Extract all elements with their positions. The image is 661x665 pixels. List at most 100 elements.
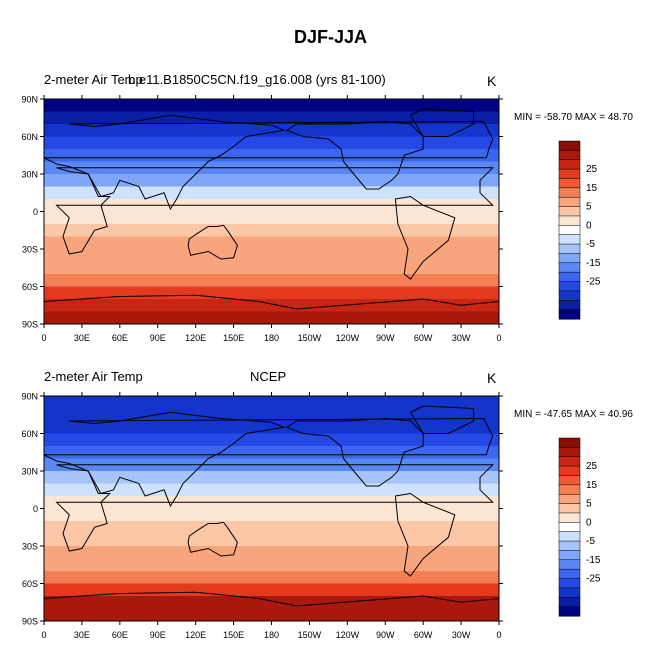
temperature-band [44,521,499,534]
min-max-label: MIN = -58.70 MAX = 48.70 [514,112,633,123]
panel-center-title: b.e11.B1850C5CN.f19_g16.008 (yrs 81-100) [128,72,386,87]
coastline [43,114,494,211]
temperature-band [44,608,499,622]
x-tick-label: 60W [414,333,433,343]
temperature-band [44,286,499,300]
x-tick-label: 180 [264,333,279,343]
colorbar-swatch [558,437,581,448]
y-tick-label: 60S [22,579,38,589]
colorbar-swatch [558,447,581,458]
temperature-band [44,249,499,262]
y-axis: 90N 60N 30N 0 30S 60S 90S [21,392,503,627]
colorbar-label: -25 [586,277,601,288]
x-tick-label: 120W [336,630,360,640]
y-tick-label: 0 [33,207,38,217]
colorbar: 25 15 5 0 -5 -15 -25 [558,140,601,320]
temperature-band [44,224,499,237]
coastline [409,405,475,434]
coastline [394,195,456,280]
colorbar-swatch [558,484,581,495]
x-tick-label: 90E [150,333,166,343]
coastline [187,521,238,557]
x-tick-label: 30E [74,630,90,640]
temperature-band [44,211,499,225]
y-axis: 90N 60N 30N 0 30S 60S 90S [21,95,503,330]
temperature-band [44,236,499,250]
colorbar-label: 5 [586,499,592,510]
x-tick-label: 30E [74,333,90,343]
y-tick-label: 0 [33,504,38,514]
y-tick-label: 90S [22,617,38,627]
panel-model: 2-meter Air Temp b.e11.B1850C5CN.f19_g16… [0,68,661,368]
temperature-band [44,124,499,137]
x-tick-label: 0 [41,333,46,343]
temperature-band [44,311,499,325]
x-tick-label: 60W [414,630,433,640]
colorbar-swatch [558,281,581,292]
y-tick-label: 90N [21,95,38,105]
x-tick-label: 120E [185,630,206,640]
colorbar-label: 0 [586,517,592,528]
colorbar-swatch [558,606,581,617]
colorbar-swatch [558,196,581,208]
coastline [285,417,424,487]
colorbar-label: 5 [586,202,592,213]
x-tick-label: 60E [112,630,128,640]
colorbar: 25 15 5 0 -5 -15 -25 [558,437,601,617]
temperature-band [44,299,499,312]
x-tick-label: 0 [496,630,501,640]
colorbar-swatch [558,225,581,236]
colorbar-label: -5 [586,239,595,250]
temperature-band [44,261,499,275]
colorbar-swatch [558,300,581,311]
colorbar-swatch [558,187,581,198]
coastline [285,120,424,190]
y-tick-label: 30N [21,467,38,477]
x-tick-label: 150W [298,333,322,343]
colorbar-swatch [558,550,581,561]
colorbar-swatch [558,559,581,570]
coastline [394,492,456,577]
temperature-band [44,508,499,522]
x-tick-label: 180 [264,630,279,640]
colorbar-swatch [558,503,581,514]
colorbar-label: -15 [586,555,601,566]
colorbar-swatch [558,253,581,264]
colorbar-swatch [558,531,581,542]
coastline [43,411,494,508]
temperature-band [44,433,499,447]
colorbar-swatch [558,587,581,598]
x-tick-label: 30W [452,630,471,640]
figure-title: DJF-JJA [293,27,368,47]
colorbar-swatch [558,271,581,283]
y-tick-label: 60S [22,282,38,292]
temperature-band [44,558,499,572]
temperature-band [44,583,499,597]
colorbar-label: 15 [586,183,598,194]
temperature-band [44,174,499,187]
panel-left-title: 2-meter Air Temp [44,72,143,87]
y-tick-label: 90S [22,320,38,330]
x-tick-label: 150E [223,630,244,640]
x-tick-label: 0 [496,333,501,343]
temperature-band [44,483,499,497]
y-tick-label: 90N [21,392,38,402]
colorbar-label: -15 [586,258,601,269]
colorbar-swatch [558,456,581,467]
colorbar-swatch [558,512,581,523]
colorbar-swatch [558,578,581,589]
temperature-band [44,546,499,559]
y-tick-label: 30S [22,542,38,552]
y-tick-label: 60N [21,429,38,439]
colorbar-swatch [558,150,581,161]
colorbar-swatch [558,475,581,486]
x-axis: 0 30E 60E 90E 120E 150E 180 150W 120W 90W 60W 30W 0 [41,392,502,640]
temperature-band [44,446,499,459]
colorbar-swatch [558,568,581,580]
temperature-band [44,186,499,200]
panel-left-title: 2-meter Air Temp [44,369,143,384]
x-axis: 0 30E 60E 90E 120E 150E 180 150W 120W 90W 60W 30W 0 [41,95,502,343]
panel-units: K [487,370,497,386]
colorbar-label: 25 [586,164,598,175]
temperature-band [44,571,499,584]
